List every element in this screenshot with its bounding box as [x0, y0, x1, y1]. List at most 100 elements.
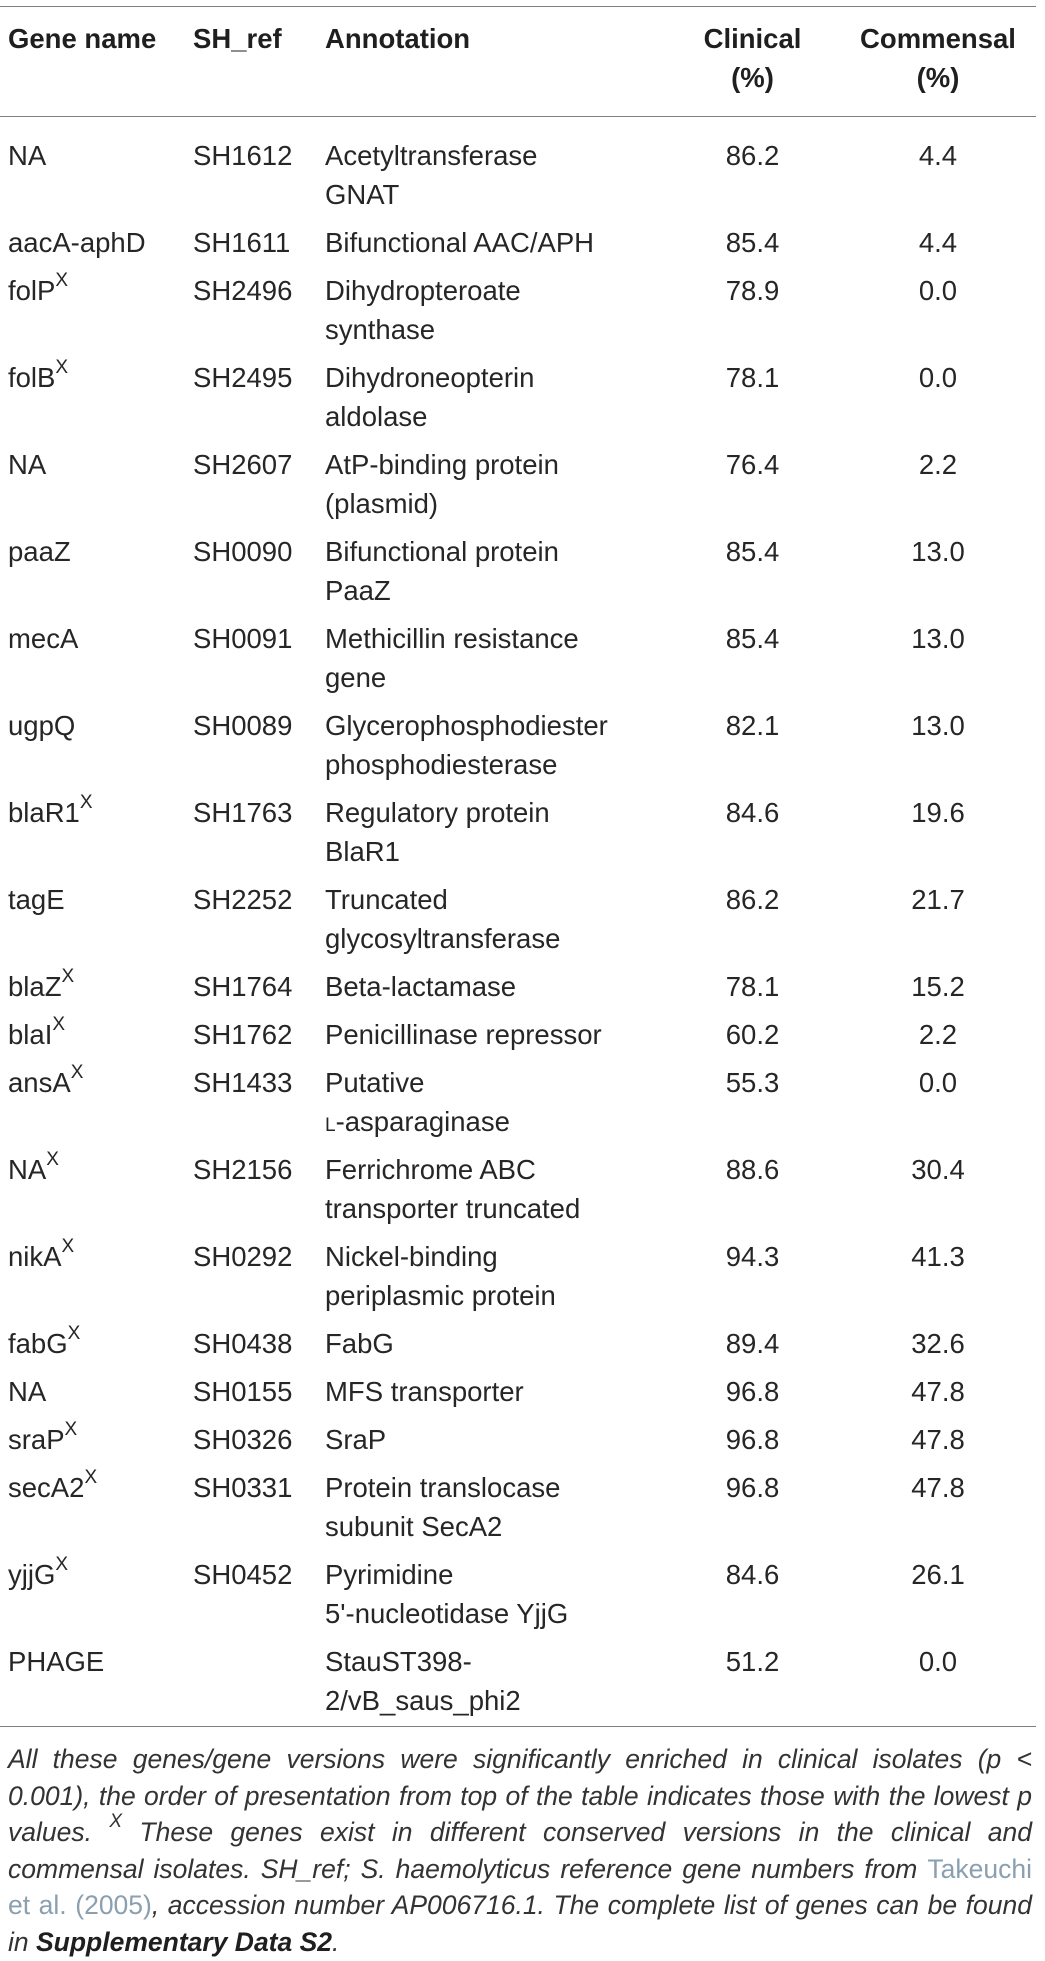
clinical-percent-cell: 85.4	[725, 623, 780, 654]
sh-ref-cell: SH2252	[193, 884, 293, 915]
gene-name-cell: aacA-aphD	[0, 223, 185, 271]
clinical-percent-cell: 78.1	[725, 362, 780, 393]
clinical-percent-cell: 94.3	[725, 1241, 780, 1272]
sh-ref-cell: SH0438	[193, 1328, 293, 1359]
table-row: blaZX SH1764 Beta-lactamase 78.1 15.2	[0, 967, 1036, 1015]
footnote-text-1: All these genes/gene versions were signi…	[8, 1744, 1032, 1847]
clinical-percent-cell: 82.1	[725, 710, 780, 741]
clinical-percent-cell: 76.4	[725, 449, 780, 480]
header-commensal: Commensal (%)	[840, 7, 1036, 116]
annotation-cell: AtP-binding protein (plasmid)	[325, 445, 665, 532]
gene-name: nikA	[8, 1241, 62, 1272]
commensal-percent-cell: 15.2	[911, 971, 965, 1002]
table-row: NA SH0155 MFS transporter 96.8 47.8	[0, 1372, 1036, 1420]
annotation-line1: FabG	[325, 1328, 394, 1359]
annotation-cell: FabG	[325, 1324, 665, 1372]
clinical-percent-cell: 51.2	[725, 1646, 780, 1677]
clinical-percent-cell: 55.3	[725, 1067, 780, 1098]
gene-name: folP	[8, 275, 56, 306]
table-row: ansAX SH1433 Putative L-asparaginase 55.3 0.0	[0, 1063, 1036, 1150]
annotation-cell: Protein translocase subunit SecA2	[325, 1468, 665, 1555]
table-row: mecA SH0091 Methicillin resistance gene 85.4…	[0, 619, 1036, 706]
gene-name: paaZ	[8, 536, 71, 567]
sh-ref-cell: SH1764	[193, 971, 293, 1002]
annotation-cell: Ferrichrome ABC transporter truncated	[325, 1150, 665, 1237]
footnote-text-4: .	[332, 1926, 340, 1957]
clinical-percent-cell: 96.8	[725, 1472, 780, 1503]
citation-link[interactable]: Takeuchi et al. (2005)	[8, 1853, 1032, 1921]
annotation-line1: Pyrimidine	[325, 1559, 454, 1590]
header-sh-ref: SH_ref	[193, 23, 282, 54]
annotation-line1: MFS transporter	[325, 1376, 524, 1407]
annotation-line2: PaaZ	[325, 575, 391, 606]
annotation-line1: Protein translocase	[325, 1472, 561, 1503]
annotation-line1: Bifunctional AAC/APH	[325, 227, 595, 258]
clinical-percent-cell: 84.6	[725, 1559, 780, 1590]
footnote-text-3: , accession number AP006716.1. The compl…	[8, 1890, 1032, 1957]
annotation-line2: gene	[325, 662, 387, 693]
annotation-cell: Acetyltransferase GNAT	[325, 116, 665, 223]
annotation-line2: transporter truncated	[325, 1193, 581, 1224]
clinical-percent-cell: 85.4	[725, 536, 780, 567]
commensal-percent-cell: 2.2	[918, 449, 958, 480]
sh-ref-cell: SH0155	[193, 1376, 293, 1407]
annotation-line2: -asparaginase	[335, 1106, 510, 1137]
annotation-line1: Ferrichrome ABC	[325, 1154, 536, 1185]
commensal-percent-cell: 13.0	[911, 623, 965, 654]
sh-ref-cell: SH2607	[193, 449, 293, 480]
clinical-percent-cell: 84.6	[725, 797, 780, 828]
gene-name-cell: blaIX	[0, 1015, 185, 1063]
gene-name-cell: folPX	[0, 271, 185, 358]
clinical-percent-cell: 60.2	[725, 1019, 780, 1050]
gene-name: mecA	[8, 623, 79, 654]
commensal-percent-cell: 13.0	[911, 536, 965, 567]
clinical-percent-cell: 78.9	[725, 275, 780, 306]
gene-name: blaI	[8, 1019, 53, 1050]
gene-name: NA	[8, 140, 47, 171]
annotation-line1: Glycerophosphodiester	[325, 710, 608, 741]
commensal-percent-cell: 0.0	[918, 275, 958, 306]
variant-marker: X	[46, 1148, 59, 1170]
table-row: sraPX SH0326 SraP 96.8 47.8	[0, 1420, 1036, 1468]
annotation-line2: 5'-nucleotidase YjjG	[325, 1598, 569, 1629]
gene-name-cell: yjjGX	[0, 1555, 185, 1642]
table-body: NA SH1612 Acetyltransferase GNAT 86.2 4.4 aacA…	[0, 116, 1036, 1729]
table-row: tagE SH2252 Truncated glycosyltransferase 86…	[0, 880, 1036, 967]
commensal-percent-cell: 2.2	[918, 1019, 958, 1050]
table-row: yjjGX SH0452 Pyrimidine 5'-nucleotidase Yjj…	[0, 1555, 1036, 1642]
gene-name-cell: tagE	[0, 880, 185, 967]
annotation-prefix: L	[325, 1115, 336, 1136]
annotation-line1: Penicillinase repressor	[325, 1019, 602, 1050]
clinical-percent-cell: 89.4	[725, 1328, 780, 1359]
sh-ref-cell: SH0091	[193, 623, 293, 654]
table-row: fabGX SH0438 FabG 89.4 32.6	[0, 1324, 1036, 1372]
sh-ref-cell: SH0331	[193, 1472, 293, 1503]
gene-name-cell: ansAX	[0, 1063, 185, 1150]
clinical-percent-cell: 96.8	[725, 1424, 780, 1455]
gene-name-cell: blaR1X	[0, 793, 185, 880]
commensal-percent-cell: 21.7	[911, 884, 965, 915]
gene-name: NA	[8, 1376, 47, 1407]
variant-marker: X	[52, 1013, 66, 1035]
header-clinical-line1: Clinical	[703, 23, 802, 54]
table-row: folBX SH2495 Dihydroneopterin aldolase 78.1 0…	[0, 358, 1036, 445]
annotation-line2: periplasmic protein	[325, 1280, 556, 1311]
table-row: nikAX SH0292 Nickel-binding periplasmic pro…	[0, 1237, 1036, 1324]
sh-ref-cell: SH2495	[193, 362, 293, 393]
annotation-cell: Regulatory protein BlaR1	[325, 793, 665, 880]
footnote-marker: X	[109, 1811, 123, 1833]
supplementary-reference[interactable]: Supplementary Data S2	[36, 1926, 333, 1957]
clinical-percent-cell: 85.4	[725, 227, 780, 258]
annotation-cell: Pyrimidine 5'-nucleotidase YjjG	[325, 1555, 665, 1642]
annotation-line1: StauST398-	[325, 1646, 472, 1677]
table-bottom-rule	[0, 1726, 1036, 1727]
annotation-line1: Regulatory protein	[325, 797, 550, 828]
table-row: aacA-aphD SH1611 Bifunctional AAC/APH 85.4 4…	[0, 223, 1036, 271]
sh-ref-cell: SH2156	[193, 1154, 293, 1185]
sh-ref-cell: SH1763	[193, 797, 293, 828]
gene-name: PHAGE	[8, 1646, 105, 1677]
gene-name: fabG	[8, 1328, 68, 1359]
variant-marker: X	[61, 1235, 75, 1257]
gene-name: folB	[8, 362, 56, 393]
clinical-percent-cell: 86.2	[725, 884, 780, 915]
